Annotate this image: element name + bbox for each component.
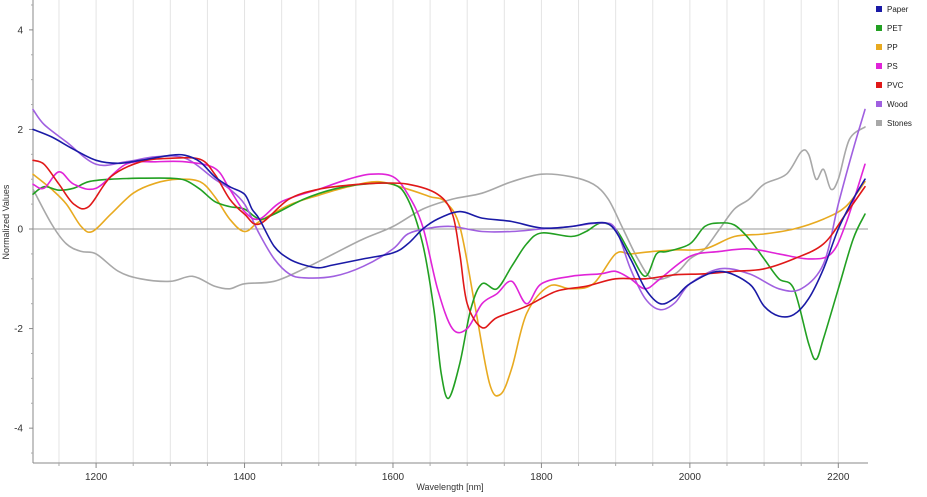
legend-label-wood: Wood [887, 100, 908, 109]
y-tick-label: -2 [14, 324, 23, 335]
legend-swatch-pvc [876, 82, 882, 88]
x-tick-label: 2000 [679, 472, 702, 483]
axes: -4 -2 0 2 4 1200 1400 1600 1800 2000 2200 [14, 0, 868, 483]
x-tick-label: 2200 [827, 472, 850, 483]
series-line-pvc [32, 156, 866, 329]
series-line-stones [32, 126, 866, 290]
y-tick-label: 0 [17, 225, 23, 236]
y-tick-label: 4 [17, 25, 23, 36]
legend: Paper PET PP PS PVC Wood Stones [876, 5, 912, 128]
legend-swatch-paper [876, 6, 882, 12]
y-tick-label: -4 [14, 424, 23, 435]
legend-label-pp: PP [887, 43, 898, 52]
y-tick-label: 2 [17, 125, 23, 136]
x-tick-label: 1400 [233, 472, 256, 483]
series-group [32, 108, 866, 400]
legend-swatch-pp [876, 44, 882, 50]
y-axis-title: Normalized Values [1, 184, 11, 259]
series-line-wood [32, 108, 866, 311]
x-tick-label: 1200 [85, 472, 108, 483]
series-line-paper [32, 128, 866, 318]
legend-swatch-stones [876, 120, 882, 126]
series-line-pet [32, 177, 866, 400]
legend-label-pvc: PVC [887, 81, 904, 90]
grid [58, 0, 839, 463]
x-tick-label: 1600 [382, 472, 405, 483]
legend-label-stones: Stones [887, 119, 912, 128]
legend-label-paper: Paper [887, 5, 909, 14]
x-tick-label: 1800 [530, 472, 553, 483]
legend-swatch-ps [876, 63, 882, 69]
legend-swatch-pet [876, 25, 882, 31]
legend-swatch-wood [876, 101, 882, 107]
x-axis-title: Wavelength [nm] [416, 482, 483, 492]
series-line-ps [32, 160, 866, 334]
legend-label-ps: PS [887, 62, 898, 71]
legend-label-pet: PET [887, 24, 903, 33]
